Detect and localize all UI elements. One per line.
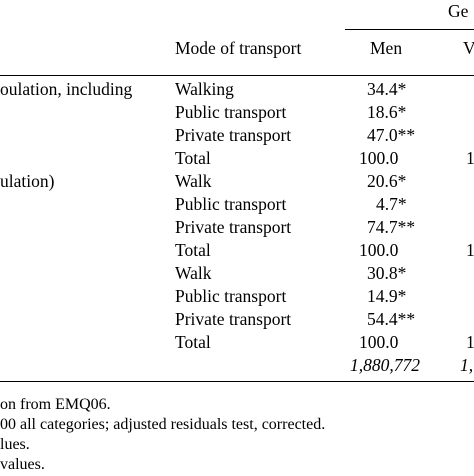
n-cell-women: 1, bbox=[460, 355, 474, 375]
n-cell-men: 1,880,772 bbox=[350, 355, 420, 375]
table-cell-men: 4.7* bbox=[376, 194, 407, 214]
table-cell-mode: Total bbox=[175, 148, 211, 168]
table-bottom-rule bbox=[0, 381, 474, 382]
table-cell-mode: Walking bbox=[175, 79, 234, 99]
women-column-header: V bbox=[463, 38, 474, 58]
table-cell-mode: Private transport bbox=[175, 217, 292, 237]
table-cell-men: 100.0 bbox=[359, 240, 399, 260]
group-1-label: oulation, including bbox=[0, 79, 133, 99]
footnote-significance: 00 all categories; adjusted residuals te… bbox=[0, 416, 326, 433]
table-cell-mode: Private transport bbox=[175, 309, 292, 329]
table-cell-men: 74.7** bbox=[367, 217, 416, 237]
table-cell-mode: Public transport bbox=[175, 194, 287, 214]
table-cell-men: 20.6* bbox=[367, 171, 407, 191]
table-cell-women: 1 bbox=[466, 148, 474, 168]
table-cell-mode: Total bbox=[175, 240, 211, 260]
group-2-label: ulation) bbox=[0, 171, 55, 191]
table-cell-men: 34.4* bbox=[367, 79, 407, 99]
table-cell-men: 100.0 bbox=[359, 332, 399, 352]
table-cell-mode: Public transport bbox=[175, 286, 287, 306]
table-cell-mode: Walk bbox=[175, 171, 212, 191]
table-cell-men: 47.0** bbox=[367, 125, 416, 145]
header-rule-group bbox=[345, 29, 474, 30]
table-cell-men: 54.4** bbox=[367, 309, 416, 329]
table-cell-men: 18.6* bbox=[367, 102, 407, 122]
table-cell-mode: Public transport bbox=[175, 102, 287, 122]
table-cell-women: 1 bbox=[466, 240, 474, 260]
table-cell-mode: Total bbox=[175, 332, 211, 352]
table-cell-women: 1 bbox=[466, 332, 474, 352]
footnote-source: on from EMQ06. bbox=[0, 396, 111, 413]
table-cell-mode: Private transport bbox=[175, 125, 292, 145]
men-column-header: Men bbox=[370, 38, 403, 58]
footnote-values-1: lues. bbox=[0, 436, 30, 453]
table-cell-men: 100.0 bbox=[359, 148, 399, 168]
group-header: Ge bbox=[448, 1, 469, 21]
footnote-values-2: values. bbox=[0, 456, 45, 473]
table-cell-men: 14.9* bbox=[367, 286, 407, 306]
header-rule-bottom bbox=[0, 75, 474, 76]
mode-column-header: Mode of transport bbox=[175, 38, 302, 58]
table-cell-mode: Walk bbox=[175, 263, 212, 283]
table-cell-men: 30.8* bbox=[367, 263, 407, 283]
